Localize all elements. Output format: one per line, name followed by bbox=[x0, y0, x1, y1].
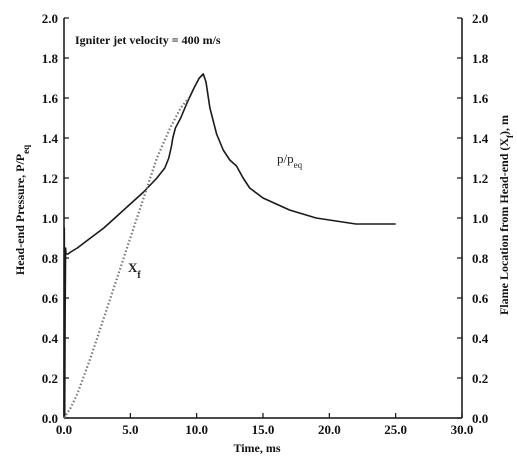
y-tick-label-left: 1.6 bbox=[42, 91, 59, 106]
x-tick-label: 5.0 bbox=[122, 422, 138, 437]
series-label-flame-main: X bbox=[128, 260, 138, 275]
y-tick-label-left: 0.0 bbox=[42, 411, 58, 426]
y-tick-label-left: 0.6 bbox=[42, 291, 59, 306]
y-tick-label-right: 1.8 bbox=[472, 51, 489, 66]
series-label-pressure-main: p/p bbox=[277, 151, 294, 166]
series-label-flame-sub: f bbox=[137, 270, 141, 281]
series-label-pressure: p/peq bbox=[277, 151, 303, 170]
y-tick-label-right: 1.6 bbox=[472, 91, 489, 106]
y-axis-title-right-sub: f bbox=[505, 134, 515, 138]
x-tick-label: 10.0 bbox=[185, 422, 208, 437]
axes bbox=[63, 18, 463, 419]
y-tick-label-left: 1.2 bbox=[42, 171, 58, 186]
y-tick-label-left: 1.8 bbox=[42, 51, 59, 66]
y-tick-label-left: 0.4 bbox=[42, 331, 59, 346]
tick-group: 0.0 5.0 10.0 15.0 20.0 25.0 30.00.00.20.40.60.… bbox=[42, 11, 489, 437]
y-axis-title-left-main: Head-end Pressure, P/P bbox=[13, 154, 27, 275]
y-tick-label-right: 0.0 bbox=[472, 411, 488, 426]
y-tick-label-right: 0.2 bbox=[472, 371, 488, 386]
y-tick-label-right: 0.6 bbox=[472, 291, 489, 306]
y-tick-label-left: 0.2 bbox=[42, 371, 58, 386]
y-axis-title-right-main: Flame Location from Head-end (X bbox=[497, 138, 511, 315]
series-label-pressure-sub: eq bbox=[294, 160, 303, 170]
y-tick-label-left: 1.0 bbox=[42, 211, 58, 226]
series-line-pressure bbox=[63, 73, 396, 419]
y-tick-label-left: 1.4 bbox=[42, 131, 59, 146]
y-tick-label-right: 1.4 bbox=[472, 131, 489, 146]
y-tick-label-right: 1.2 bbox=[472, 171, 488, 186]
annotation-text: Igniter jet velocity = 400 m/s bbox=[75, 33, 221, 47]
x-tick-label: 30.0 bbox=[451, 422, 474, 437]
y-axis-title-right: Flame Location from Head-end (Xf), m bbox=[497, 115, 515, 315]
series-label-flame: Xf bbox=[128, 260, 141, 281]
x-axis-title: Time, ms bbox=[233, 441, 280, 455]
x-tick-label: 15.0 bbox=[252, 422, 275, 437]
x-tick-label: 20.0 bbox=[318, 422, 341, 437]
series-group bbox=[63, 73, 396, 419]
y-tick-label-right: 0.8 bbox=[472, 251, 489, 266]
series-line-flame-location bbox=[63, 97, 190, 419]
y-tick-label-right: 0.4 bbox=[472, 331, 489, 346]
y-tick-label-right: 1.0 bbox=[472, 211, 488, 226]
x-tick-label: 0.0 bbox=[56, 422, 72, 437]
y-axis-title-right-tail: ), m bbox=[497, 115, 511, 135]
y-axis-title-left: Head-end Pressure, P/Peq bbox=[13, 145, 31, 275]
y-tick-label-left: 2.0 bbox=[42, 11, 58, 26]
y-tick-label-right: 2.0 bbox=[472, 11, 488, 26]
x-tick-label: 25.0 bbox=[384, 422, 407, 437]
y-axis-title-left-sub: eq bbox=[21, 145, 31, 154]
y-tick-label-left: 0.8 bbox=[42, 251, 59, 266]
